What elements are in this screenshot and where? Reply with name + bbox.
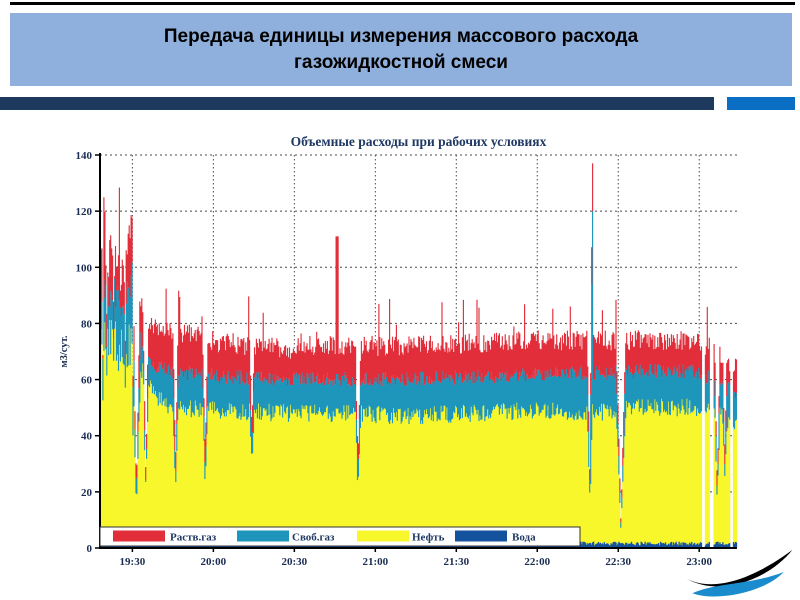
flow-chart: 0 20 40 60 80 100 120 140 19:30 20:00 20:30 21:00 21…: [55, 130, 755, 590]
svg-text:22:00: 22:00: [524, 556, 550, 568]
chart-canvas: 0 20 40 60 80 100 120 140 19:30 20:00 20:30 21:00 21…: [59, 134, 738, 568]
svg-text:22:30: 22:30: [605, 556, 631, 568]
logo-swoosh-icon: [686, 549, 793, 587]
svg-text:21:00: 21:00: [362, 556, 388, 568]
slide-title-line1: Передача единицы измерения массового рас…: [163, 25, 639, 47]
svg-text:20:00: 20:00: [201, 556, 227, 568]
slide-title-band: Передача единицы измерения массового рас…: [10, 13, 792, 86]
legend-label: Раств.газ: [170, 532, 217, 544]
legend-label: Вода: [512, 532, 536, 544]
svg-text:60: 60: [81, 375, 93, 387]
svg-text:20: 20: [81, 487, 93, 499]
legend-label: Своб.газ: [292, 532, 335, 544]
svg-text:120: 120: [76, 206, 93, 218]
top-divider: [10, 2, 795, 5]
svg-text:100: 100: [76, 262, 93, 274]
divider-bar-navy: [0, 97, 714, 110]
svg-text:21:30: 21:30: [443, 556, 469, 568]
svg-text:19:30: 19:30: [120, 556, 146, 568]
svg-text:40: 40: [81, 431, 93, 443]
svg-text:80: 80: [81, 318, 93, 330]
legend-label: Нефть: [412, 532, 445, 544]
svg-text:20:30: 20:30: [282, 556, 308, 568]
divider-bar-accent: [727, 97, 795, 110]
wave-logo: [683, 548, 797, 598]
logo-wave-icon: [692, 572, 784, 597]
svg-text:23:00: 23:00: [686, 556, 712, 568]
svg-text:0: 0: [87, 543, 93, 555]
chart-title: Объемные расходы при рабочих условиях: [291, 134, 547, 149]
y-axis-label: м3/сут.: [59, 335, 70, 367]
svg-text:140: 140: [76, 150, 93, 162]
slide-title-line2: газожидкостной смеси: [294, 51, 508, 73]
